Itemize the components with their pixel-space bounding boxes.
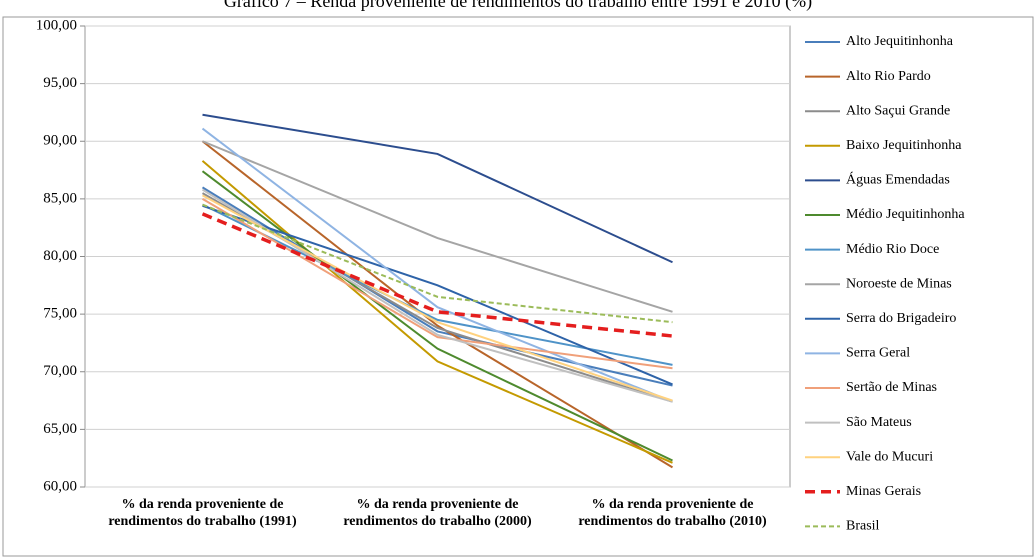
x-tick-label: % da renda proveniente de rendimentos do… <box>343 497 532 529</box>
series-line <box>201 127 673 403</box>
chart-title: Gráfico 7 – Renda proveniente de rendime… <box>224 0 812 12</box>
y-tick-label: 85,00 <box>43 190 77 206</box>
legend-label: Serra Geral <box>846 346 910 361</box>
y-tick-label: 95,00 <box>43 75 77 91</box>
legend-label: São Mateus <box>846 415 912 430</box>
series-line <box>202 204 673 386</box>
y-tick-label: 70,00 <box>43 363 77 379</box>
series-line <box>202 203 673 324</box>
legend-label: Baixo Jequitinhonha <box>846 138 962 153</box>
legend-label: Médio Jequitinhonha <box>846 207 965 222</box>
chart-frame <box>2 16 1034 557</box>
series-line <box>201 170 673 462</box>
y-tick-label: 75,00 <box>43 306 77 322</box>
series-line <box>201 186 673 387</box>
legend-label: Serra do Brigadeiro <box>846 311 956 326</box>
y-tick-label: 80,00 <box>43 248 77 264</box>
series-line <box>202 140 673 313</box>
legend-label: Águas Emendadas <box>846 171 950 188</box>
series-line <box>201 140 674 469</box>
legend-label: Médio Rio Doce <box>846 242 939 257</box>
legend-label: Minas Gerais <box>846 484 921 499</box>
legend-label: Alto Jequitinhonha <box>846 34 954 49</box>
legend-label: Alto Rio Pardo <box>846 69 931 84</box>
legend-label: Sertão de Minas <box>846 380 937 395</box>
series-line <box>201 160 673 464</box>
x-tick-label: % da renda proveniente de rendimentos do… <box>108 497 297 529</box>
series-line <box>202 194 673 402</box>
y-tick-label: 90,00 <box>43 133 77 149</box>
legend-label: Alto Saçui Grande <box>846 103 950 118</box>
series-line <box>202 203 673 366</box>
series-line <box>202 113 673 264</box>
y-tick-label: 65,00 <box>43 421 77 437</box>
series-line <box>201 212 673 338</box>
y-tick-label: 60,00 <box>43 478 77 494</box>
legend-label: Vale do Mucuri <box>846 449 933 464</box>
y-tick-label: 100,00 <box>36 17 77 33</box>
legend-label: Noroeste de Minas <box>846 276 952 291</box>
legend-label: Brasil <box>846 519 880 534</box>
x-tick-label: % da renda proveniente de rendimentos do… <box>578 497 767 529</box>
